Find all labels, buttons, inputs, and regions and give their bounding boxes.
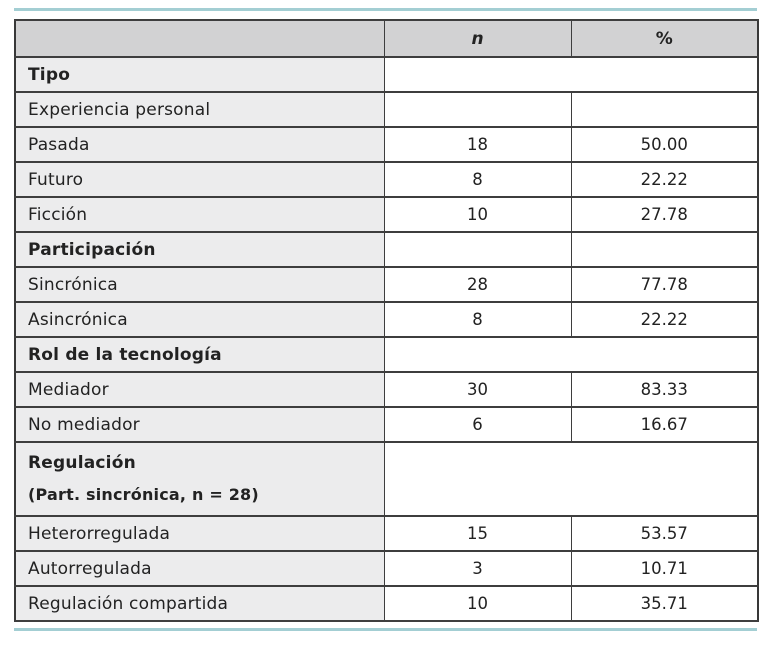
row-label: Ficción	[14, 196, 385, 233]
merged-empty-cell	[383, 56, 759, 93]
merged-empty-cell	[383, 336, 759, 373]
table-row-no-mediador: No mediador 6 16.67	[14, 406, 759, 443]
merged-empty-cell	[383, 441, 759, 517]
cell-n	[383, 91, 572, 128]
table-header-row: n %	[14, 19, 759, 58]
row-label: Futuro	[14, 161, 385, 198]
table-row-heterorregulada: Heterorregulada 15 53.57	[14, 515, 759, 552]
table-row-experiencia-personal: Experiencia personal	[14, 91, 759, 128]
table-row-ficcion: Ficción 10 27.78	[14, 196, 759, 233]
row-label: Participación	[14, 231, 385, 268]
table-row-futuro: Futuro 8 22.22	[14, 161, 759, 198]
cell-percent: 35.71	[570, 585, 759, 622]
cell-n: 10	[383, 196, 572, 233]
table-row-section-rol-tecnologia: Rol de la tecnología	[14, 336, 759, 373]
cell-n: 8	[383, 161, 572, 198]
cell-n: 6	[383, 406, 572, 443]
top-rule-divider	[14, 8, 757, 11]
header-n-column: n	[383, 19, 572, 58]
row-label: Rol de la tecnología	[14, 336, 385, 373]
table-row-autorregulada: Autorregulada 3 10.71	[14, 550, 759, 587]
row-label: Mediador	[14, 371, 385, 408]
table-row-section-regulacion: Regulación (Part. sincrónica, n = 28)	[14, 441, 759, 517]
row-label: No mediador	[14, 406, 385, 443]
cell-percent: 77.78	[570, 266, 759, 303]
row-label: Heterorregulada	[14, 515, 385, 552]
row-label: Autorregulada	[14, 550, 385, 587]
cell-percent: 53.57	[570, 515, 759, 552]
cell-n: 8	[383, 301, 572, 338]
cell-percent: 22.22	[570, 161, 759, 198]
row-label: Sincrónica	[14, 266, 385, 303]
cell-percent	[570, 231, 759, 268]
cell-percent: 50.00	[570, 126, 759, 163]
cell-n: 30	[383, 371, 572, 408]
cell-n: 18	[383, 126, 572, 163]
cell-percent: 16.67	[570, 406, 759, 443]
row-label: Regulación compartida	[14, 585, 385, 622]
section-title-line2: (Part. sincrónica, n = 28)	[28, 485, 259, 504]
table-row-mediador: Mediador 30 83.33	[14, 371, 759, 408]
cell-percent: 83.33	[570, 371, 759, 408]
row-label: Tipo	[14, 56, 385, 93]
table-row-section-participacion: Participación	[14, 231, 759, 268]
cell-percent: 27.78	[570, 196, 759, 233]
section-title-line1: Regulación	[28, 453, 136, 473]
cell-n: 15	[383, 515, 572, 552]
cell-n: 10	[383, 585, 572, 622]
cell-percent	[570, 91, 759, 128]
table-row-sincronica: Sincrónica 28 77.78	[14, 266, 759, 303]
row-label: Regulación (Part. sincrónica, n = 28)	[14, 441, 385, 517]
header-percent-column: %	[570, 19, 759, 58]
bottom-rule-divider	[14, 628, 757, 631]
cell-n: 28	[383, 266, 572, 303]
table-row-pasada: Pasada 18 50.00	[14, 126, 759, 163]
table-row-section-tipo: Tipo	[14, 56, 759, 93]
row-label: Pasada	[14, 126, 385, 163]
frequency-table: n % Tipo Experiencia personal Pasada 18 …	[14, 19, 759, 622]
cell-n	[383, 231, 572, 268]
cell-n: 3	[383, 550, 572, 587]
header-empty-cell	[14, 19, 385, 58]
row-label: Asincrónica	[14, 301, 385, 338]
table-row-asincronica: Asincrónica 8 22.22	[14, 301, 759, 338]
cell-percent: 22.22	[570, 301, 759, 338]
table-row-regulacion-compartida: Regulación compartida 10 35.71	[14, 585, 759, 622]
cell-percent: 10.71	[570, 550, 759, 587]
row-label: Experiencia personal	[14, 91, 385, 128]
